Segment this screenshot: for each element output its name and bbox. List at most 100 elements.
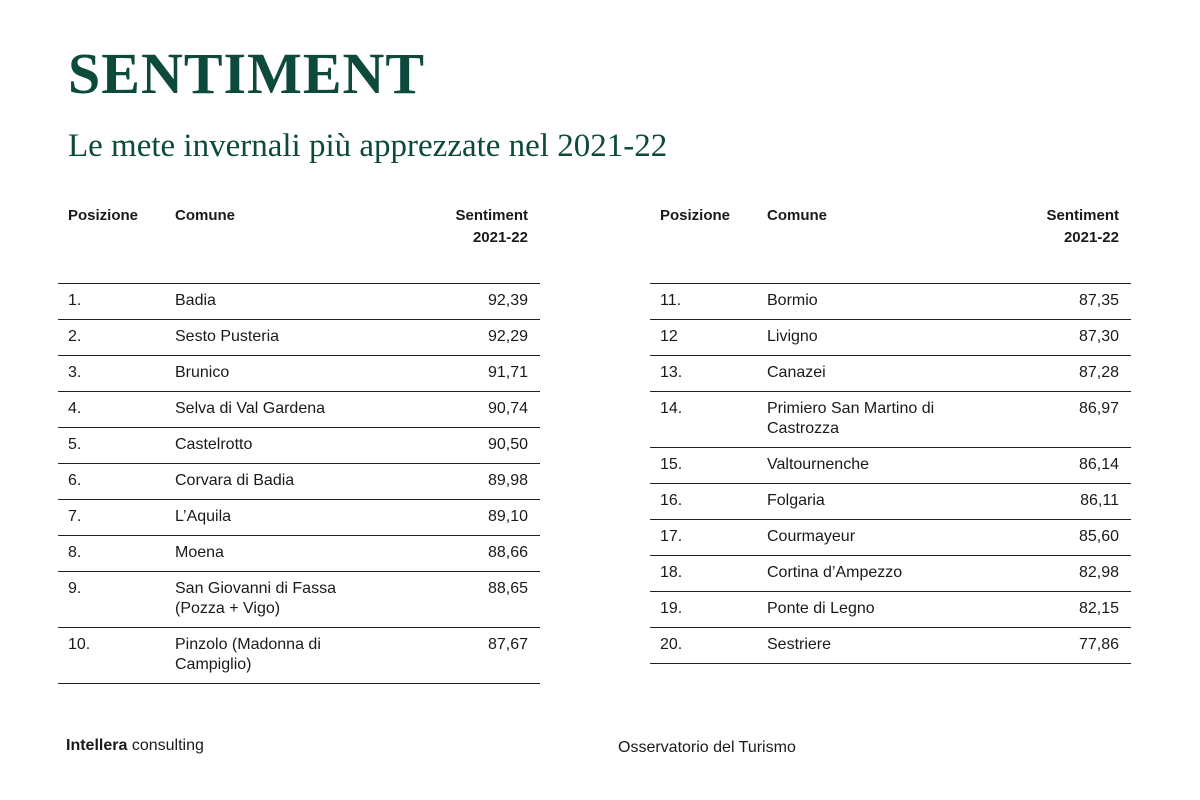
sentiment: 87,67 — [487, 636, 528, 653]
table-row: 8. Moena 88,66 — [58, 536, 540, 572]
sentiment: 82,98 — [1078, 564, 1119, 581]
sentiment: 89,98 — [487, 472, 528, 489]
rank: 14. — [660, 400, 683, 417]
rank: 13. — [660, 364, 683, 381]
municipality: Pinzolo (Madonna di Campiglio) — [175, 636, 321, 673]
sentiment: 90,50 — [487, 436, 528, 453]
rank: 6. — [68, 472, 82, 489]
rank: 10. — [68, 636, 91, 653]
municipality: Sestriere — [767, 636, 832, 653]
rank: 3. — [68, 364, 82, 381]
municipality: Selva di Val Gardena — [175, 400, 326, 417]
sentiment: 87,28 — [1078, 364, 1119, 381]
table-row: 1. Badia 92,39 — [58, 284, 540, 320]
rank: 19. — [660, 600, 683, 617]
ranking-table: Posizione Comune Sentiment 2021-22 1. Badia 9… — [58, 205, 540, 684]
municipality: Bormio — [767, 292, 818, 309]
column-header-text: Posizione — [660, 207, 731, 224]
sentiment: 92,29 — [487, 328, 528, 345]
municipality: Sesto Pusteria — [175, 328, 280, 345]
rank: 9. — [68, 580, 82, 597]
table-row: 10. Pinzolo (Madonna di Campiglio) 87,67 — [58, 628, 540, 684]
municipality: Folgaria — [767, 492, 825, 509]
municipality: Courmayeur — [767, 528, 856, 545]
sentiment: 86,11 — [1080, 492, 1119, 509]
rank: 17. — [660, 528, 683, 545]
column-header: Comune — [767, 205, 967, 283]
municipality: Badia — [175, 292, 216, 309]
table-row: 4. Selva di Val Gardena 90,74 — [58, 392, 540, 428]
sentiment: 91,71 — [487, 364, 528, 381]
rank: 15. — [660, 456, 683, 473]
table-row: 19. Ponte di Legno 82,15 — [650, 592, 1131, 628]
municipality: Moena — [175, 544, 224, 561]
sentiment: 82,15 — [1078, 600, 1119, 617]
sentiment: 86,14 — [1078, 456, 1119, 473]
municipality: Primiero San Martino di Castrozza — [767, 400, 935, 437]
column-header: Sentiment 2021-22 — [967, 205, 1131, 283]
municipality: Brunico — [175, 364, 230, 381]
sentiment: 85,60 — [1078, 528, 1119, 545]
table-row: 20. Sestriere 77,86 — [650, 628, 1131, 664]
column-header-text: Comune — [767, 207, 827, 224]
column-header-text: Sentiment 2021-22 — [1046, 207, 1119, 246]
rank: 16. — [660, 492, 683, 509]
table-row: 6. Corvara di Badia 89,98 — [58, 464, 540, 500]
table-row: 2. Sesto Pusteria 92,29 — [58, 320, 540, 356]
municipality: Corvara di Badia — [175, 472, 295, 489]
title: SENTIMENT — [68, 41, 426, 106]
table-row: 17. Courmayeur 85,60 — [650, 520, 1131, 556]
column-header: Posizione — [650, 205, 767, 283]
sentiment: 77,86 — [1078, 636, 1119, 653]
table-row: 7. L’Aquila 89,10 — [58, 500, 540, 536]
municipality: Canazei — [767, 364, 826, 381]
table-header: Posizione Comune Sentiment 2021-22 — [58, 205, 540, 284]
rank: 7. — [68, 508, 82, 525]
rank: 5. — [68, 436, 82, 453]
sentiment: 89,10 — [487, 508, 528, 525]
rank: 12 — [660, 328, 678, 345]
table-row: 5. Castelrotto 90,50 — [58, 428, 540, 464]
sentiment: 88,66 — [487, 544, 528, 561]
municipality: San Giovanni di Fassa (Pozza + Vigo) — [175, 580, 336, 617]
ranking-table: Posizione Comune Sentiment 2021-22 11. Bormi… — [650, 205, 1131, 664]
table-header: Posizione Comune Sentiment 2021-22 — [650, 205, 1131, 284]
column-header: Posizione — [58, 205, 175, 283]
subtitle: Le mete invernali più apprezzate nel 202… — [68, 128, 668, 164]
rank: 2. — [68, 328, 82, 345]
municipality: L’Aquila — [175, 508, 232, 525]
table-row: 14. Primiero San Martino di Castrozza 86,9… — [650, 392, 1131, 448]
sentiment: 92,39 — [487, 292, 528, 309]
rank: 20. — [660, 636, 683, 653]
rank: 4. — [68, 400, 82, 417]
table-row: 15. Valtournenche 86,14 — [650, 448, 1131, 484]
table-row: 11. Bormio 87,35 — [650, 284, 1131, 320]
table-row: 9. San Giovanni di Fassa (Pozza + Vigo) 88… — [58, 572, 540, 628]
column-header-text: Comune — [175, 207, 235, 224]
rank: 11. — [660, 292, 682, 309]
table-row: 18. Cortina d’Ampezzo 82,98 — [650, 556, 1131, 592]
table-row: 12 Livigno 87,30 — [650, 320, 1131, 356]
sentiment: 90,74 — [487, 400, 528, 417]
brand: Intellera consulting — [66, 737, 204, 755]
table-row: 16. Folgaria 86,11 — [650, 484, 1131, 520]
column-header-text: Posizione — [68, 207, 139, 224]
rank: 18. — [660, 564, 683, 581]
brand-suffix: consulting — [131, 737, 204, 754]
municipality: Castelrotto — [175, 436, 253, 453]
municipality: Cortina d’Ampezzo — [767, 564, 903, 581]
table-row: 13. Canazei 87,28 — [650, 356, 1131, 392]
municipality: Livigno — [767, 328, 818, 345]
rank: 1. — [68, 292, 82, 309]
table-row: 3. Brunico 91,71 — [58, 356, 540, 392]
municipality: Ponte di Legno — [767, 600, 875, 617]
brand-name: Intellera — [66, 737, 128, 754]
column-header: Comune — [175, 205, 375, 283]
column-header-text: Sentiment 2021-22 — [455, 207, 528, 246]
sentiment: 88,65 — [487, 580, 528, 597]
column-header: Sentiment 2021-22 — [375, 205, 540, 283]
sentiment: 87,35 — [1078, 292, 1119, 309]
sentiment: 86,97 — [1078, 400, 1119, 417]
source: Osservatorio del Turismo — [618, 739, 796, 756]
